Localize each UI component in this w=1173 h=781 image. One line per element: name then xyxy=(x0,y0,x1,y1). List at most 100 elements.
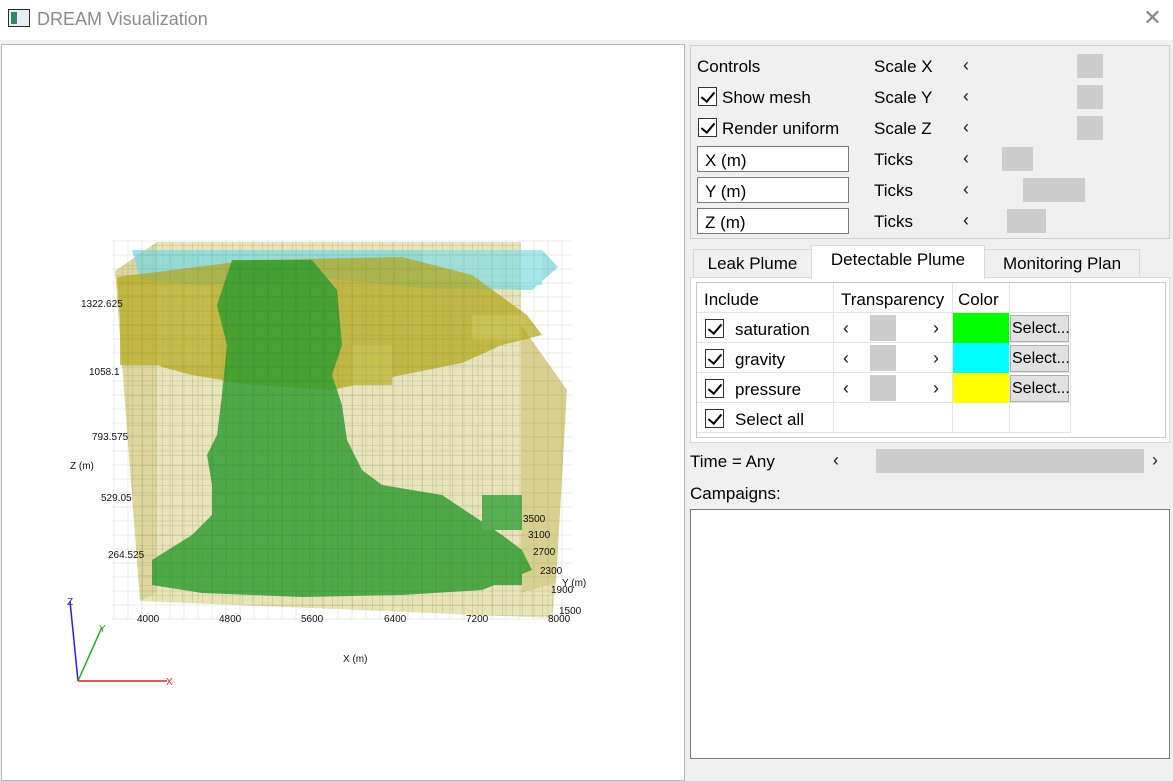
scale-y-thumb[interactable] xyxy=(1077,85,1103,109)
z-axis-label: Z (m) xyxy=(70,461,94,472)
pressure-select-button[interactable]: Select... xyxy=(1010,375,1070,402)
x-tick: 4000 xyxy=(137,614,160,625)
select-all-checkbox[interactable] xyxy=(705,409,724,428)
pressure-checkbox[interactable] xyxy=(705,379,724,398)
saturation-select-button[interactable]: Select... xyxy=(1010,315,1070,342)
y-tick: 1900 xyxy=(551,585,574,596)
z-label-field[interactable]: Z (m) xyxy=(697,208,849,234)
scale-y-label: Scale Y xyxy=(874,88,933,107)
detectable-plume-panel: Include Transparency Color saturation ‹ … xyxy=(690,277,1170,443)
tab-leak-plume[interactable]: Leak Plume xyxy=(693,249,812,278)
time-slider[interactable]: ‹ › xyxy=(826,449,1170,475)
time-left-arrow[interactable]: ‹ xyxy=(833,450,839,470)
triad-z: Z xyxy=(67,597,73,608)
gravity-transparency-right-arrow[interactable]: › xyxy=(933,348,939,368)
axis-triad: Z Y X xyxy=(67,597,173,688)
pressure-label: pressure xyxy=(735,380,802,399)
transparency-header: Transparency xyxy=(841,290,945,309)
color-header: Color xyxy=(958,290,999,309)
saturation-transparency-left-arrow[interactable]: ‹ xyxy=(843,318,849,338)
plume-tabs: Leak Plume Detectable Plume Monitoring P… xyxy=(690,245,1170,279)
ticks-z-thumb[interactable] xyxy=(1007,209,1046,233)
scale-z-thumb[interactable] xyxy=(1077,116,1103,140)
3d-viewport[interactable]: 1322.625 1058.1 793.575 529.05 264.525 Z… xyxy=(1,44,685,781)
gravity-color-swatch xyxy=(953,343,1009,373)
gravity-transparency-thumb[interactable] xyxy=(870,345,896,371)
y-tick: 1500 xyxy=(559,606,582,617)
triad-x: X xyxy=(166,677,173,688)
ticks-y-thumb[interactable] xyxy=(1023,178,1085,202)
saturation-color-swatch xyxy=(953,313,1009,343)
ticks-x-left-arrow[interactable]: ‹ xyxy=(963,148,969,168)
render-uniform-label: Render uniform xyxy=(722,119,840,138)
x-tick: 6400 xyxy=(384,614,407,625)
x-tick: 4800 xyxy=(219,614,242,625)
x-tick: 5600 xyxy=(301,614,324,625)
x-label-field[interactable]: X (m) xyxy=(697,146,849,172)
saturation-checkbox[interactable] xyxy=(705,319,724,338)
scale-x-slider[interactable]: ‹ xyxy=(957,53,1169,81)
pressure-transparency-left-arrow[interactable]: ‹ xyxy=(843,378,849,398)
plume-3d-render[interactable]: 1322.625 1058.1 793.575 529.05 264.525 Z… xyxy=(2,45,684,780)
y-tick: 3500 xyxy=(523,514,546,525)
scale-z-label: Scale Z xyxy=(874,119,932,138)
scale-x-thumb[interactable] xyxy=(1077,54,1103,78)
x-tick-labels: 4000 4800 5600 6400 7200 8000 X (m) xyxy=(137,614,571,665)
gravity-select-button[interactable]: Select... xyxy=(1010,345,1070,372)
plume-table: Include Transparency Color saturation ‹ … xyxy=(696,282,1166,438)
z-tick: 264.525 xyxy=(108,550,145,561)
y-tick-labels: 3500 3100 2700 2300 1900 1500 Y (m) xyxy=(523,514,586,617)
scale-x-left-arrow[interactable]: ‹ xyxy=(963,55,969,75)
tab-detectable-plume[interactable]: Detectable Plume xyxy=(811,245,985,279)
pressure-transparency-right-arrow[interactable]: › xyxy=(933,378,939,398)
controls-panel: Controls Show mesh Render uniform X (m) … xyxy=(690,45,1170,239)
ticks-z-label: Ticks xyxy=(874,212,914,231)
scale-z-slider[interactable]: ‹ xyxy=(957,115,1169,143)
scale-y-left-arrow[interactable]: ‹ xyxy=(963,86,969,106)
time-thumb[interactable] xyxy=(876,449,1144,473)
campaigns-label: Campaigns: xyxy=(690,484,781,503)
pressure-transparency-thumb[interactable] xyxy=(870,375,896,401)
ticks-y-left-arrow[interactable]: ‹ xyxy=(963,179,969,199)
time-right-arrow[interactable]: › xyxy=(1152,450,1158,470)
y-tick: 2300 xyxy=(540,566,563,577)
y-axis-label: Y (m) xyxy=(562,578,586,589)
y-tick: 2700 xyxy=(533,547,556,558)
show-mesh-checkbox[interactable] xyxy=(698,87,717,106)
pressure-color-swatch xyxy=(953,373,1009,403)
ticks-y-label: Ticks xyxy=(874,181,914,200)
close-button[interactable]: ✕ xyxy=(1143,5,1162,30)
ticks-x-slider[interactable]: ‹ xyxy=(957,146,1169,174)
gravity-checkbox[interactable] xyxy=(705,349,724,368)
gravity-label: gravity xyxy=(735,350,786,369)
y-label-field[interactable]: Y (m) xyxy=(697,177,849,203)
title-bar: DREAM Visualization ✕ xyxy=(0,0,1173,40)
show-mesh-label: Show mesh xyxy=(722,88,811,107)
y-tick: 3100 xyxy=(528,530,551,541)
time-label: Time = Any xyxy=(690,452,775,471)
z-tick: 793.575 xyxy=(92,432,129,443)
saturation-label: saturation xyxy=(735,320,810,339)
campaigns-list[interactable] xyxy=(690,509,1170,759)
saturation-transparency-right-arrow[interactable]: › xyxy=(933,318,939,338)
z-tick: 529.05 xyxy=(101,493,132,504)
ticks-x-thumb[interactable] xyxy=(1002,147,1033,171)
saturation-transparency-thumb[interactable] xyxy=(870,315,896,341)
select-all-label: Select all xyxy=(735,410,804,429)
ticks-y-slider[interactable]: ‹ xyxy=(957,177,1169,205)
render-uniform-checkbox[interactable] xyxy=(698,118,717,137)
scale-y-slider[interactable]: ‹ xyxy=(957,84,1169,112)
controls-heading: Controls xyxy=(697,57,761,76)
x-axis-label: X (m) xyxy=(343,654,367,665)
scale-x-label: Scale X xyxy=(874,57,933,76)
gravity-transparency-left-arrow[interactable]: ‹ xyxy=(843,348,849,368)
include-header: Include xyxy=(704,290,759,309)
tab-monitoring-plan[interactable]: Monitoring Plan xyxy=(984,249,1140,278)
z-tick: 1322.625 xyxy=(81,299,123,310)
app-icon xyxy=(8,9,30,27)
ticks-z-left-arrow[interactable]: ‹ xyxy=(963,210,969,230)
ticks-z-slider[interactable]: ‹ xyxy=(957,208,1169,236)
scale-z-left-arrow[interactable]: ‹ xyxy=(963,117,969,137)
triad-y: Y xyxy=(99,624,106,635)
x-tick: 8000 xyxy=(548,614,571,625)
